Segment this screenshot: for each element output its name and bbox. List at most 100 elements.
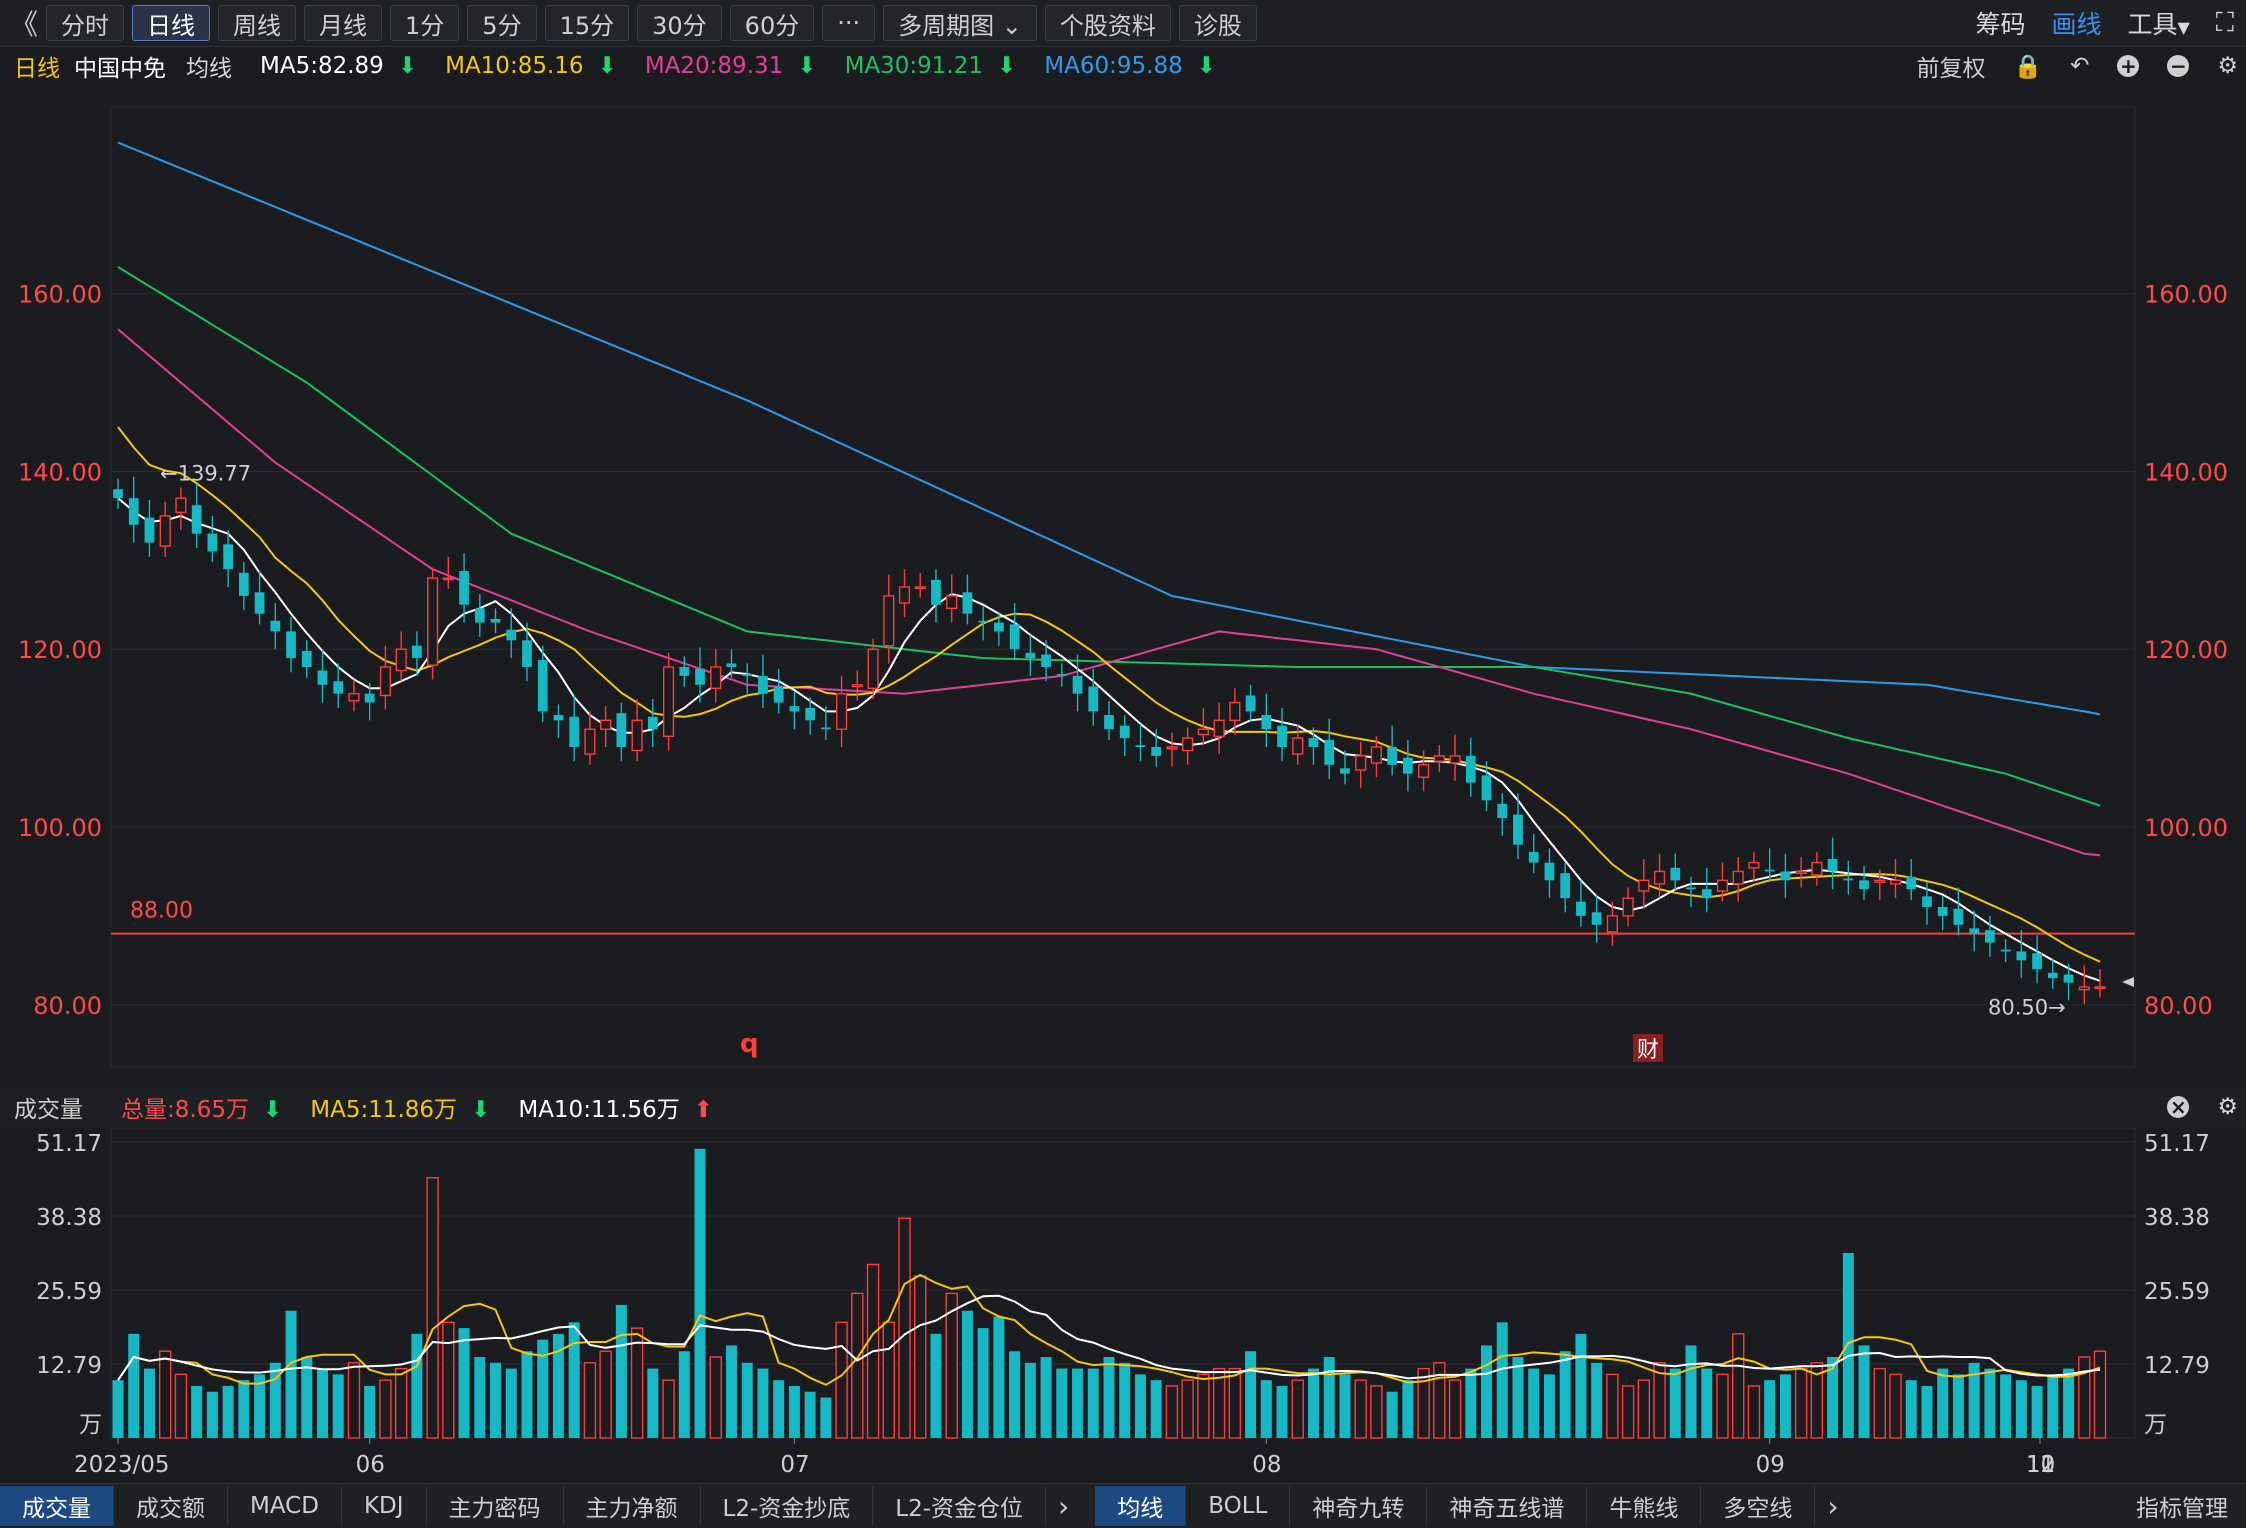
candle-body[interactable] [1922, 896, 1932, 907]
volume-bar[interactable] [1858, 1345, 1870, 1438]
candle-body[interactable] [631, 719, 643, 752]
volume-bar[interactable] [426, 1176, 439, 1439]
candle-body[interactable] [1764, 869, 1775, 872]
ma-type-label[interactable]: 均线 [186, 56, 232, 82]
candle-body[interactable] [1653, 870, 1666, 885]
volume-bar[interactable] [1072, 1368, 1084, 1438]
candle-body[interactable] [600, 719, 612, 730]
candle-body[interactable] [1387, 747, 1398, 765]
volume-bar[interactable] [1747, 1385, 1761, 1439]
volume-bar[interactable] [773, 1380, 785, 1438]
period-tab[interactable]: 诊股 [1178, 5, 1257, 41]
volume-bar[interactable] [1685, 1345, 1697, 1438]
candle-body[interactable] [1622, 897, 1634, 917]
candle-body[interactable] [867, 648, 879, 690]
period-tab[interactable]: ··· [822, 5, 876, 41]
volume-bar[interactable] [490, 1362, 502, 1438]
candle-body[interactable] [1088, 686, 1099, 712]
candle-body[interactable] [537, 659, 548, 712]
candle-body[interactable] [144, 517, 155, 543]
candle-body[interactable] [1969, 928, 1980, 934]
volume-bar[interactable] [1921, 1385, 1933, 1438]
volume-bar[interactable] [521, 1351, 533, 1438]
candle-body[interactable] [1576, 901, 1586, 916]
candle-body[interactable] [2063, 974, 2074, 983]
candle-body[interactable] [1245, 695, 1256, 712]
candle-body[interactable] [1528, 851, 1539, 863]
volume-bar[interactable] [1543, 1374, 1555, 1438]
candle-body[interactable] [931, 579, 941, 605]
candle-body[interactable] [883, 595, 895, 647]
candle-body[interactable] [1433, 755, 1445, 762]
candle-body[interactable] [1985, 930, 1995, 943]
volume-bar[interactable] [1260, 1380, 1272, 1438]
volume-bar[interactable] [630, 1327, 644, 1439]
candle-body[interactable] [1418, 764, 1430, 778]
indicator-tab[interactable]: MACD [228, 1486, 342, 1526]
candle-body[interactable] [1481, 775, 1492, 801]
overlay-tab[interactable]: 牛熊线 [1587, 1486, 1702, 1526]
volume-bar[interactable] [1056, 1368, 1068, 1438]
candle-body[interactable] [395, 648, 407, 672]
candle-body[interactable] [1560, 873, 1571, 899]
candle-body[interactable] [1449, 755, 1461, 764]
candle-body[interactable] [836, 692, 848, 730]
candle-body[interactable] [522, 640, 532, 667]
candle-body[interactable] [2016, 951, 2027, 961]
volume-bar[interactable] [1402, 1380, 1414, 1438]
candle-body[interactable] [1859, 880, 1869, 890]
volume-bar[interactable] [1370, 1385, 1383, 1439]
volume-bar[interactable] [128, 1333, 140, 1438]
period-tab[interactable]: 日线 [132, 5, 211, 41]
volume-title[interactable]: 成交量 [14, 1097, 83, 1123]
volume-bar[interactable] [1448, 1379, 1462, 1439]
candle-body[interactable] [805, 707, 816, 721]
chips-button[interactable]: 筹码 [1975, 10, 2026, 39]
volume-bar[interactable] [238, 1380, 250, 1438]
volume-bar[interactable] [1339, 1374, 1351, 1438]
candle-body[interactable] [427, 577, 439, 666]
volume-bar[interactable] [678, 1351, 690, 1438]
volume-bar[interactable] [1386, 1391, 1398, 1438]
overlay-tab[interactable]: BOLL [1186, 1486, 1291, 1526]
volume-bar[interactable] [1669, 1368, 1681, 1438]
candle-body[interactable] [1716, 879, 1729, 892]
candle-body[interactable] [2032, 953, 2042, 970]
period-tab[interactable]: 月线 [304, 5, 383, 41]
overlay-tab[interactable]: 多空线 [1701, 1486, 1816, 1526]
period-tab[interactable]: 周线 [218, 5, 297, 41]
gear-icon[interactable]: ⚙ [2217, 1094, 2238, 1120]
volume-bar[interactable] [364, 1385, 376, 1438]
volume-bar[interactable] [1653, 1362, 1666, 1439]
volume-bar[interactable] [285, 1310, 297, 1438]
close-icon[interactable]: × [2167, 1096, 2190, 1118]
candle-body[interactable] [1843, 878, 1854, 881]
volume-bar[interactable] [112, 1380, 124, 1438]
candle-body[interactable] [679, 667, 690, 676]
candle-body[interactable] [758, 675, 768, 694]
volume-bar[interactable] [1968, 1362, 1980, 1438]
volume-bar[interactable] [914, 1275, 927, 1439]
chevron-right-icon[interactable]: › [1058, 1489, 1070, 1523]
candle-body[interactable] [490, 619, 501, 623]
volume-bar[interactable] [1165, 1385, 1179, 1439]
volume-bar[interactable] [191, 1385, 203, 1438]
volume-bar[interactable] [1465, 1368, 1477, 1438]
candle-body[interactable] [726, 663, 737, 667]
volume-bar[interactable] [1606, 1373, 1619, 1439]
volume-bar[interactable] [741, 1362, 753, 1438]
candle-body[interactable] [128, 498, 139, 525]
candle-body[interactable] [2047, 972, 2058, 979]
volume-bar[interactable] [2031, 1385, 2043, 1438]
volume-bar[interactable] [1134, 1374, 1146, 1438]
candle-body[interactable] [1182, 737, 1194, 752]
candle-body[interactable] [364, 693, 375, 703]
candle-body[interactable] [962, 592, 973, 614]
volume-bar[interactable] [961, 1310, 973, 1438]
chevron-right-icon[interactable]: › [1827, 1489, 1839, 1523]
volume-bar[interactable] [1637, 1379, 1651, 1439]
candle-body[interactable] [1544, 862, 1555, 881]
period-tab[interactable]: 个股资料 [1044, 5, 1171, 41]
volume-bar[interactable] [694, 1148, 706, 1438]
candle-body[interactable] [946, 595, 958, 610]
